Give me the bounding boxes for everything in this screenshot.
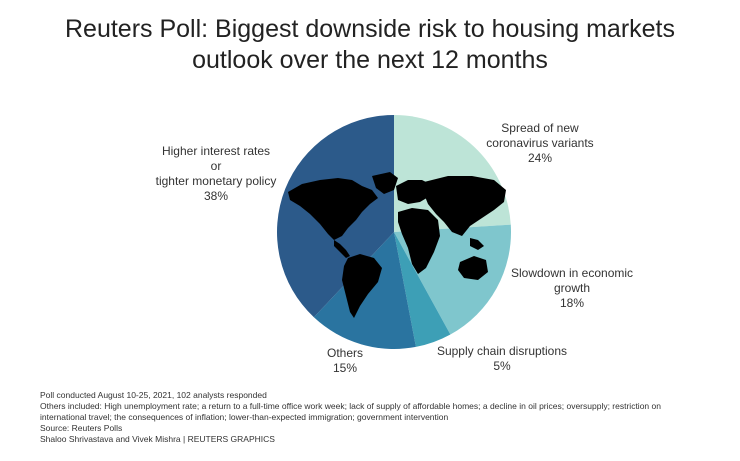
footnote-poll: Poll conducted August 10-25, 2021, 102 a…	[40, 390, 267, 400]
chart-title-line-2: outlook over the next 12 months	[192, 46, 548, 74]
footnote-source: Source: Reuters Polls	[40, 423, 123, 433]
slice-value-0: 24%	[528, 151, 552, 165]
footnotes: Poll conducted August 10-25, 2021, 102 a…	[40, 390, 730, 445]
world-map-overlay	[288, 172, 506, 318]
pie-slice-2	[394, 232, 451, 347]
slice-value-3: 15%	[333, 361, 357, 375]
slice-label-4-1: or	[211, 159, 222, 173]
slice-value-1: 18%	[560, 296, 584, 310]
slice-label-0-1: coronavirus variants	[486, 136, 593, 150]
slice-value-2: 5%	[493, 359, 511, 373]
slice-value-4: 38%	[204, 189, 228, 203]
slice-label-2-0: Supply chain disruptions	[437, 344, 567, 358]
footnote-credit: Shaloo Shrivastava and Vivek Mishra | RE…	[40, 434, 275, 444]
slice-label-4-0: Higher interest rates	[162, 144, 270, 158]
chart-title-line-1: Reuters Poll: Biggest downside risk to h…	[64, 15, 675, 43]
slice-label-0-0: Spread of new	[501, 121, 579, 135]
slice-label-1-1: growth	[554, 281, 590, 295]
footnote-others-2: international travel; the consequences o…	[40, 412, 449, 422]
slice-label-3-0: Others	[327, 346, 363, 360]
slice-label-4-2: tighter monetary policy	[156, 174, 277, 188]
footnote-others-1: Others included: High unemployment rate;…	[40, 401, 661, 411]
slice-label-1-0: Slowdown in economic	[511, 266, 633, 280]
chart-title: Reuters Poll: Biggest downside risk to h…	[0, 14, 740, 76]
